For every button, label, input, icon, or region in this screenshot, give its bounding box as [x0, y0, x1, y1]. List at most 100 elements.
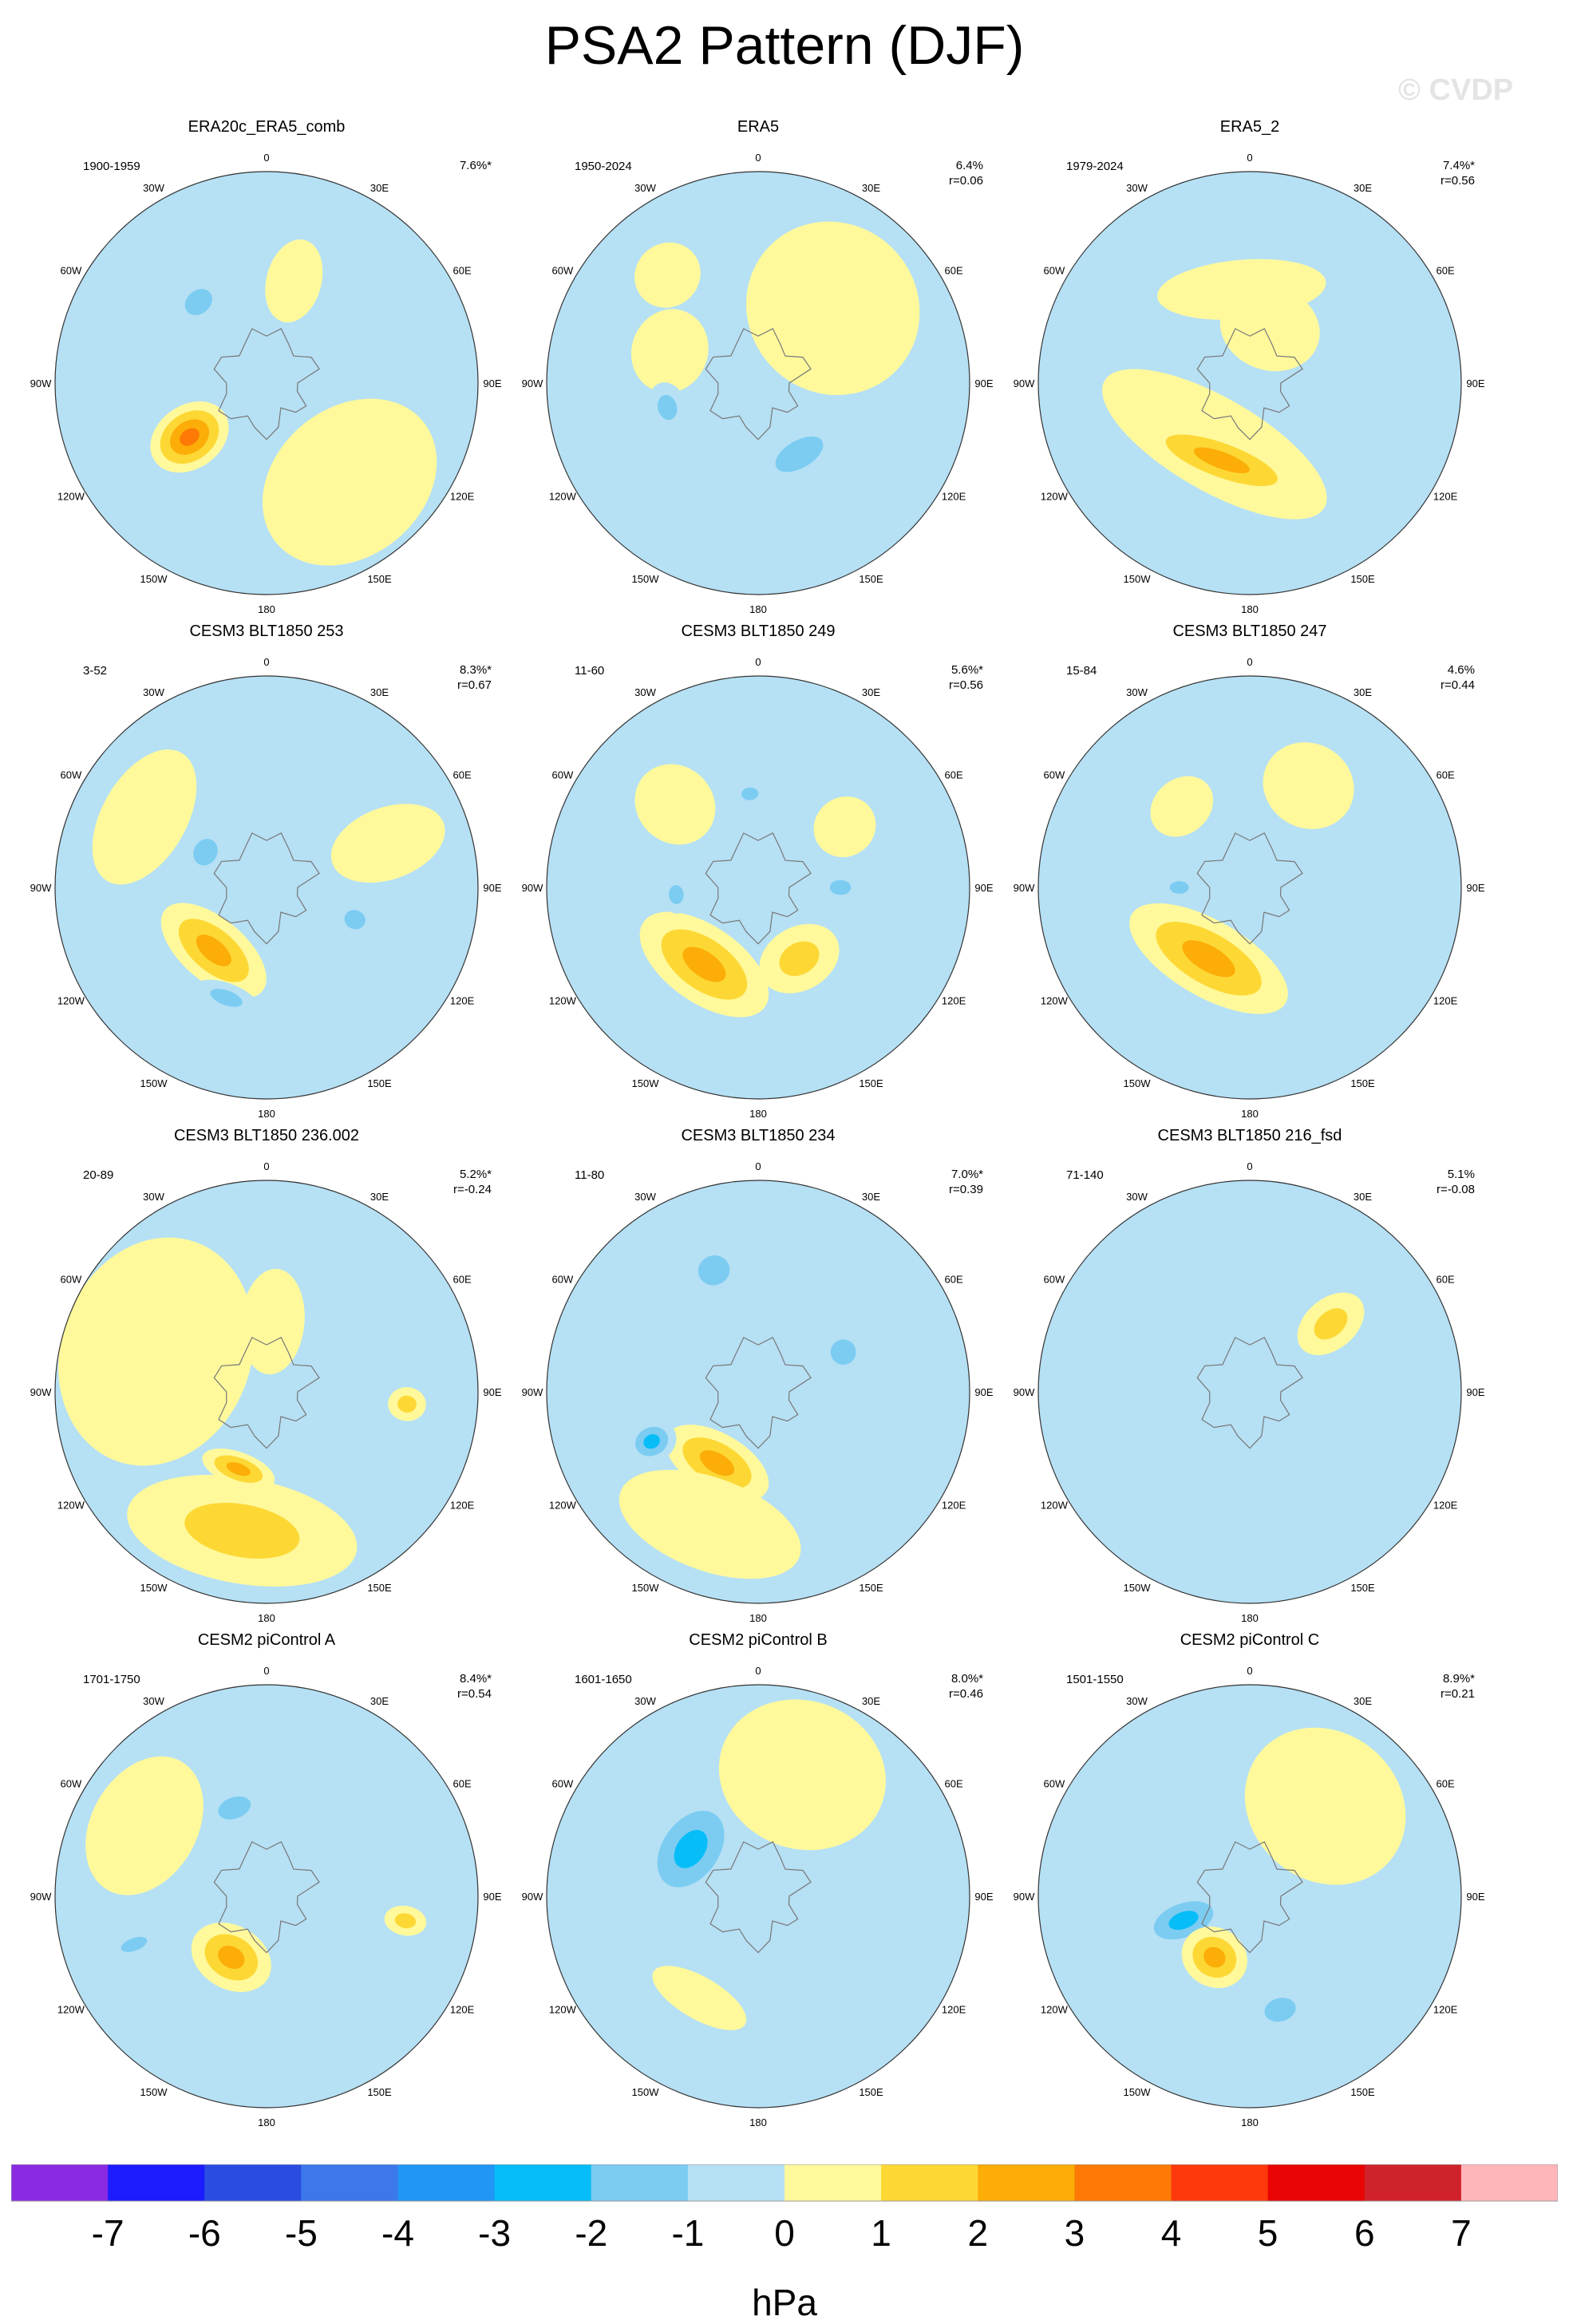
anomaly-contour — [394, 1913, 417, 1929]
anomaly-contour — [674, 1829, 708, 1868]
panel-period: 3-52 — [83, 664, 108, 678]
map-panel: 0 30E 60E 90E 120E 150E 180 150W 120W 90W 60W 30W CE… — [11, 1631, 522, 2126]
map-border — [54, 675, 479, 1100]
longitude-label: 60E — [453, 1274, 472, 1286]
longitude-label: 0 — [263, 1160, 269, 1172]
panel-variance: 8.4%* r=0.54 — [457, 1671, 492, 1702]
longitude-label: 60E — [945, 1778, 963, 1790]
anomaly-contour — [1169, 881, 1189, 894]
map-border — [1037, 675, 1462, 1100]
colorbar-swatch — [1364, 2164, 1462, 2201]
panel-variance: 4.6% r=0.44 — [1441, 662, 1475, 693]
longitude-label: 60E — [1437, 1274, 1455, 1286]
polar-map: 0 30E 60E 90E 120E 150E 180 150W 120W 90W 60W 30W — [1014, 656, 1485, 1117]
polar-map: 0 30E 60E 90E 120E 150E 180 150W 120W 90W 60W 30W — [30, 656, 502, 1117]
pattern-correlation: r=0.67 — [457, 678, 492, 692]
anomaly-contour — [1244, 1727, 1406, 1885]
longitude-label: 60W — [552, 769, 574, 781]
panel-period: 11-80 — [575, 1168, 605, 1182]
variance-explained: 7.6%* — [459, 159, 492, 172]
panel-period: 1701-1750 — [83, 1673, 140, 1686]
longitude-label: 90W — [1014, 377, 1035, 389]
longitude-label: 120E — [450, 2004, 475, 2016]
longitude-label: 30W — [1126, 686, 1148, 698]
map-panel: 0 30E 60E 90E 120E 150E 180 150W 120W 90W 60W 30W CE… — [503, 622, 1014, 1117]
colorbar-tick-label: 1 — [871, 2212, 891, 2254]
polar-map: 0 30E 60E 90E 120E 150E 180 150W 120W 90W 60W 30W — [30, 1160, 502, 1622]
longitude-label: 60W — [61, 1274, 82, 1286]
colorbar-swatch — [881, 2164, 978, 2201]
anomaly-contour — [830, 1339, 856, 1366]
longitude-label: 180 — [1241, 603, 1259, 613]
colorbar-swatch — [11, 2164, 109, 2201]
anomaly-contour — [1168, 1911, 1199, 1931]
polar-map: 0 30E 60E 90E 120E 150E 180 150W 120W 90W 60W 30W — [522, 152, 994, 613]
longitude-label: 30E — [1354, 1695, 1372, 1707]
panel-title: CESM3 BLT1850 216_fsd — [1157, 1127, 1342, 1144]
map-panel: 0 30E 60E 90E 120E 150E 180 150W 120W 90W 60W 30W CE… — [994, 622, 1505, 1117]
anomaly-contour — [1263, 742, 1354, 829]
colorbar-swatch — [1074, 2164, 1172, 2201]
panel-period: 20-89 — [83, 1168, 114, 1182]
longitude-label: 60E — [945, 1274, 963, 1286]
longitude-label: 30E — [370, 182, 389, 194]
colorbar-tick-label: 7 — [1451, 2212, 1472, 2254]
pattern-correlation: r=0.54 — [457, 1687, 492, 1701]
variance-explained: 7.4%* — [1442, 159, 1475, 172]
polar-map: 0 30E 60E 90E 120E 150E 180 150W 120W 90W 60W 30W — [522, 1665, 994, 2126]
longitude-label: 0 — [263, 656, 269, 668]
map-panel: 0 30E 60E 90E 120E 150E 180 150W 120W 90W 60W 30W CE… — [11, 1127, 522, 1622]
longitude-label: 30W — [143, 1695, 164, 1707]
pattern-correlation: r=-0.24 — [453, 1183, 492, 1196]
longitude-label: 120E — [450, 1500, 475, 1512]
colorbar-swatch — [108, 2164, 205, 2201]
longitude-label: 150W — [140, 2086, 168, 2098]
coastline — [1196, 1840, 1303, 1954]
longitude-label: 90W — [522, 882, 543, 894]
anomaly-contour — [240, 1268, 305, 1375]
variance-explained: 5.2%* — [459, 1168, 492, 1181]
map-panel: 0 30E 60E 90E 120E 150E 180 150W 120W 90W 60W 30W CE… — [503, 1631, 1014, 2126]
longitude-label: 150W — [140, 573, 168, 585]
longitude-label: 60W — [552, 1274, 574, 1286]
colorbar-tick-label: -5 — [285, 2212, 318, 2254]
longitude-label: 60W — [1044, 265, 1065, 277]
anomaly-contour — [344, 910, 366, 930]
longitude-label: 150E — [367, 1582, 392, 1594]
map-panel: 0 30E 60E 90E 120E 150E 180 150W 120W 90W 60W 30W ER… — [11, 118, 522, 613]
map-border — [546, 1180, 970, 1604]
longitude-label: 180 — [749, 603, 767, 613]
map-background — [55, 1685, 478, 2108]
panel-title: CESM2 piControl C — [1180, 1631, 1320, 1649]
coastline — [705, 1336, 812, 1449]
anomaly-contour — [619, 1469, 801, 1579]
longitude-label: 0 — [263, 1665, 269, 1677]
longitude-label: 90W — [522, 377, 543, 389]
variance-explained: 8.0%* — [950, 1672, 983, 1686]
panel-title: ERA5_2 — [1219, 118, 1280, 136]
longitude-label: 120W — [57, 2004, 85, 2016]
colorbar-tick-label: -6 — [188, 2212, 221, 2254]
anomaly-contour — [218, 1796, 251, 1820]
colorbar-tick-label: 2 — [968, 2212, 989, 2254]
longitude-label: 60E — [945, 769, 963, 781]
longitude-label: 90E — [483, 1891, 501, 1903]
panel-variance: 8.9%* r=0.21 — [1441, 1671, 1475, 1702]
colorbar-swatch — [1171, 2164, 1269, 2201]
longitude-label: 0 — [263, 152, 269, 164]
colorbar-swatch — [1267, 2164, 1365, 2201]
longitude-label: 90W — [30, 1891, 52, 1903]
longitude-label: 90W — [522, 1386, 543, 1398]
panel-title: CESM3 BLT1850 247 — [1172, 622, 1327, 640]
panel-title: ERA5 — [737, 118, 780, 136]
longitude-label: 30E — [862, 686, 880, 698]
longitude-label: 120E — [942, 1500, 966, 1512]
longitude-label: 60E — [453, 1778, 472, 1790]
longitude-label: 150E — [367, 2086, 392, 2098]
longitude-label: 90E — [1466, 1386, 1484, 1398]
anomaly-contour — [775, 436, 824, 472]
longitude-label: 90E — [974, 1891, 993, 1903]
colorbar-tick-label: -4 — [381, 2212, 414, 2254]
longitude-label: 60W — [1044, 769, 1065, 781]
coastline — [1196, 832, 1303, 945]
